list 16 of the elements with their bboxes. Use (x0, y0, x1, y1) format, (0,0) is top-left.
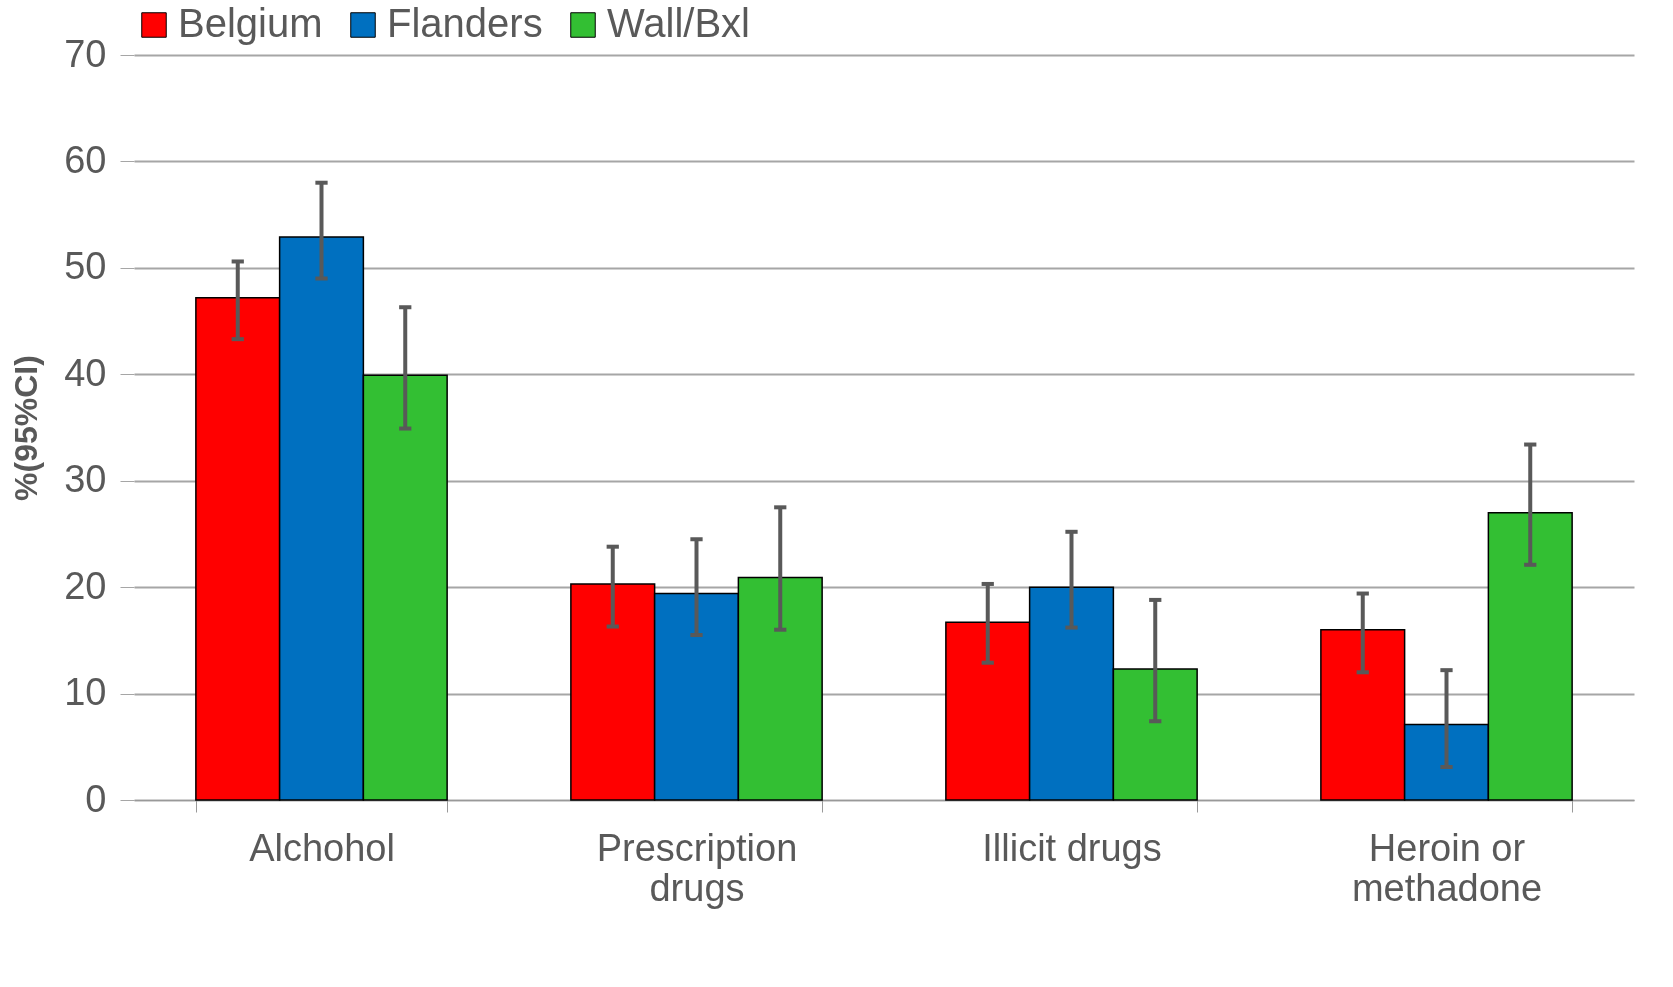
x-tick-label: Alchohol (249, 826, 395, 869)
y-tick-label: 40 (64, 351, 107, 394)
y-tick-label: 10 (64, 671, 107, 714)
y-tick-label: 20 (64, 564, 107, 607)
legend-label: Flanders (387, 1, 543, 45)
y-tick-label: 70 (64, 32, 107, 75)
y-tick-label: 0 (85, 777, 107, 820)
legend-label: Belgium (178, 1, 323, 45)
y-tick-label: 60 (64, 138, 107, 181)
x-tick-label: Heroin or methadone (1351, 826, 1543, 909)
x-tick-label: Illicit drugs (982, 826, 1162, 869)
y-tick-label: 50 (64, 245, 107, 288)
legend-label: Wall/Bxl (607, 1, 750, 45)
y-tick-label: 30 (64, 458, 107, 501)
x-tick-label: Prescription drugs (596, 826, 798, 909)
y-axis-title: %(95%CI) (8, 355, 45, 501)
